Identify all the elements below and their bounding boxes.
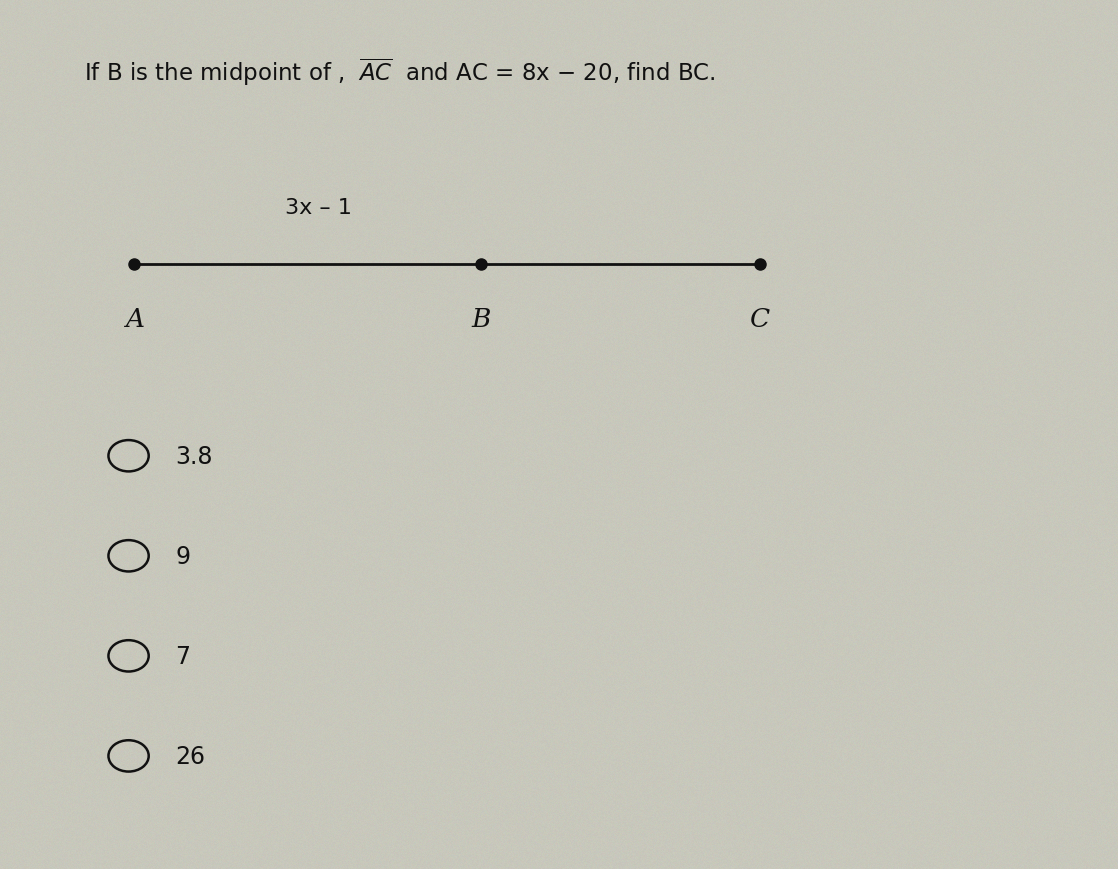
Text: B: B [471,307,491,332]
Text: 26: 26 [176,744,206,768]
Text: 7: 7 [176,644,190,668]
Text: 9: 9 [176,544,190,568]
Text: A: A [125,307,143,332]
Text: If B is the midpoint of ,  $\overline{AC}$  and AC = 8x $-$ 20, find BC.: If B is the midpoint of , $\overline{AC}… [84,56,716,88]
Text: C: C [750,307,770,332]
Text: 3x – 1: 3x – 1 [285,197,352,217]
Text: 3.8: 3.8 [176,444,214,468]
